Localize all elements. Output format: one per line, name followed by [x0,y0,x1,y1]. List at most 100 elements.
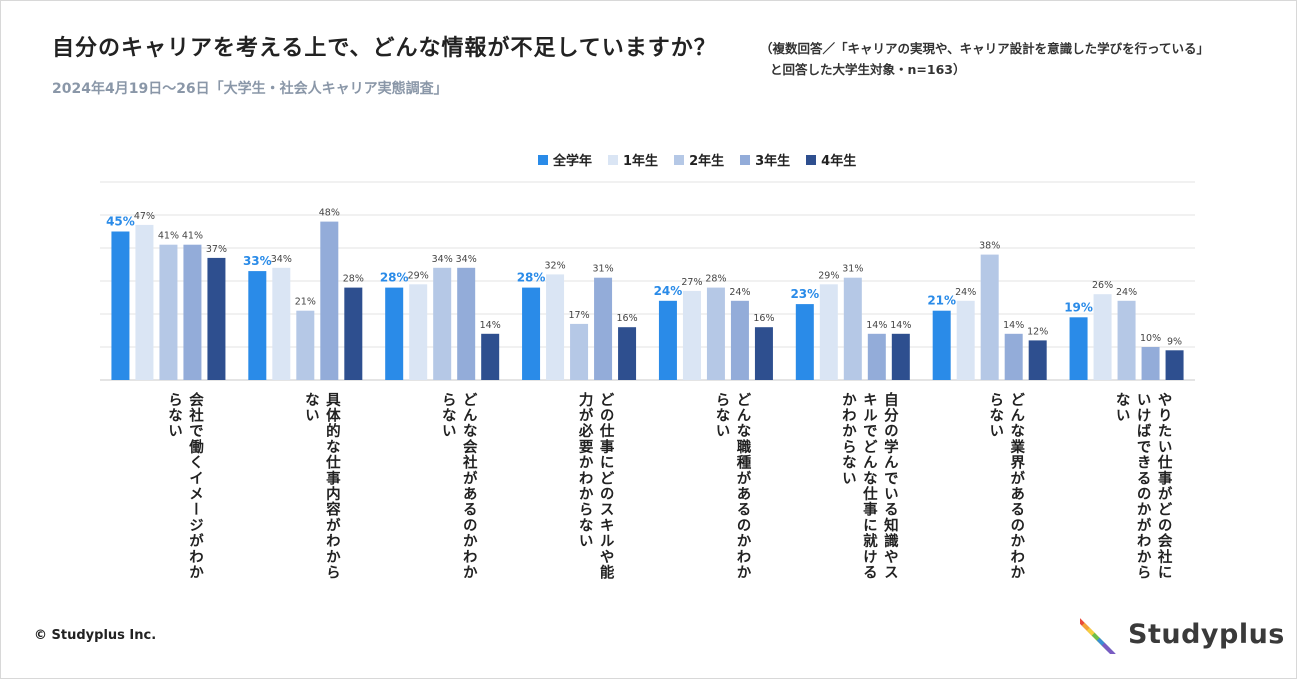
category-label: いけばできるのかがわから [1135,392,1151,580]
category-label: 力が必要かわからない [577,391,594,549]
data-label: 16% [753,313,774,324]
bar [522,287,541,380]
data-label: 21% [927,294,956,308]
data-label: 34% [456,254,477,265]
bar [433,267,452,380]
bar [570,323,589,380]
data-label: 47% [134,211,155,222]
copyright: © Studyplus Inc. [34,628,157,643]
category-label: らない [713,392,729,439]
category-label: かわからない [840,392,856,486]
legend-item: 4年生 [806,150,856,169]
bar [843,277,862,380]
data-label: 41% [182,231,203,242]
category-label: らない [987,392,1003,439]
data-label: 14% [1003,320,1024,331]
category-label: どの仕事にどのスキルや能 [598,392,615,581]
logo-stripe [1101,642,1120,654]
data-label: 28% [343,274,364,285]
bar [207,257,226,380]
bar [706,287,725,380]
category-label: どんな職種があるのかわか [734,392,750,581]
data-label: 28% [380,271,409,285]
category-label: ない [1114,392,1130,424]
data-label: 29% [408,270,429,281]
bar [385,287,404,380]
data-label: 26% [1092,280,1113,291]
legend-swatch [674,154,685,165]
category-label: キルでどんな仕事に就ける [861,392,878,580]
legend-item: 3年生 [740,150,790,169]
legend-label: 1年生 [623,154,659,169]
data-label: 28% [705,274,726,285]
survey-source: 2024年4月19日～26日「大学生・社会人キャリア実態調査」 [52,81,448,97]
bar [481,333,500,380]
bar [320,221,339,380]
bar [1004,333,1023,380]
legend-swatch [608,154,619,165]
category-label: 会社で働くイメージがわか [187,391,204,581]
category-label: どんな業界があるのかわか [1008,392,1025,581]
data-label: 29% [818,270,839,281]
legend-swatch [806,154,817,165]
bar [682,290,701,380]
logo-text: Studyplus [1128,618,1285,650]
data-label: 16% [617,313,638,324]
bar [409,284,428,380]
bar [867,333,886,380]
data-label: 27% [681,277,702,288]
bar [272,267,291,380]
bar [1093,294,1112,380]
bar [980,254,999,380]
survey-note-line1: （複数回答／「キャリアの実現や、キャリア設計を意識した学びを行っている」 [760,41,1210,56]
bar [1165,350,1184,380]
data-label: 10% [1140,333,1161,344]
bar [248,271,267,380]
data-label: 34% [271,254,292,265]
data-label: 41% [158,231,179,242]
bar [296,310,315,380]
data-label: 23% [790,287,819,301]
survey-note: （複数回答／「キャリアの実現や、キャリア設計を意識した学びを行っている」 と回答… [760,38,1209,80]
category-label: やりたい仕事がどの会社に [1156,392,1173,581]
studyplus-logo-icon [1080,617,1120,654]
bar [1141,347,1160,380]
legend-swatch [740,154,751,165]
legend-item: 全学年 [538,150,592,169]
bar [819,284,838,380]
category-label: らない [440,392,456,439]
legend-swatch [538,154,548,165]
chart-legend: 全学年 1年生 2年生 3年生 4年生 [538,150,856,169]
bar [1117,300,1136,380]
data-label: 24% [1116,287,1137,298]
legend-label: 全学年 [553,154,593,169]
bar [183,244,202,380]
bar [1028,340,1047,380]
data-label: 17% [569,310,590,321]
data-label: 19% [1064,300,1093,314]
legend-label: 2年生 [689,154,725,169]
bar [111,231,130,380]
bar [546,274,565,380]
data-label: 21% [295,297,316,308]
data-label: 24% [955,287,976,298]
legend-label: 3年生 [755,154,791,169]
data-label: 14% [866,320,887,331]
bar [956,300,975,380]
category-label: 自分の学んでいる知識やス [882,391,898,581]
legend-label: 4年生 [821,154,857,169]
survey-note-line2: と回答した大学生対象・n=163） [770,62,966,77]
data-label: 14% [480,320,501,331]
data-label: 31% [842,264,863,275]
data-label: 34% [432,254,453,265]
category-label: らない [166,392,182,439]
bar [618,327,637,380]
data-label: 24% [729,287,750,298]
bar [1069,317,1088,380]
bar [658,300,677,380]
bar [159,244,178,380]
bar [344,287,363,380]
legend-item: 2年生 [674,150,724,169]
bar [891,333,910,380]
